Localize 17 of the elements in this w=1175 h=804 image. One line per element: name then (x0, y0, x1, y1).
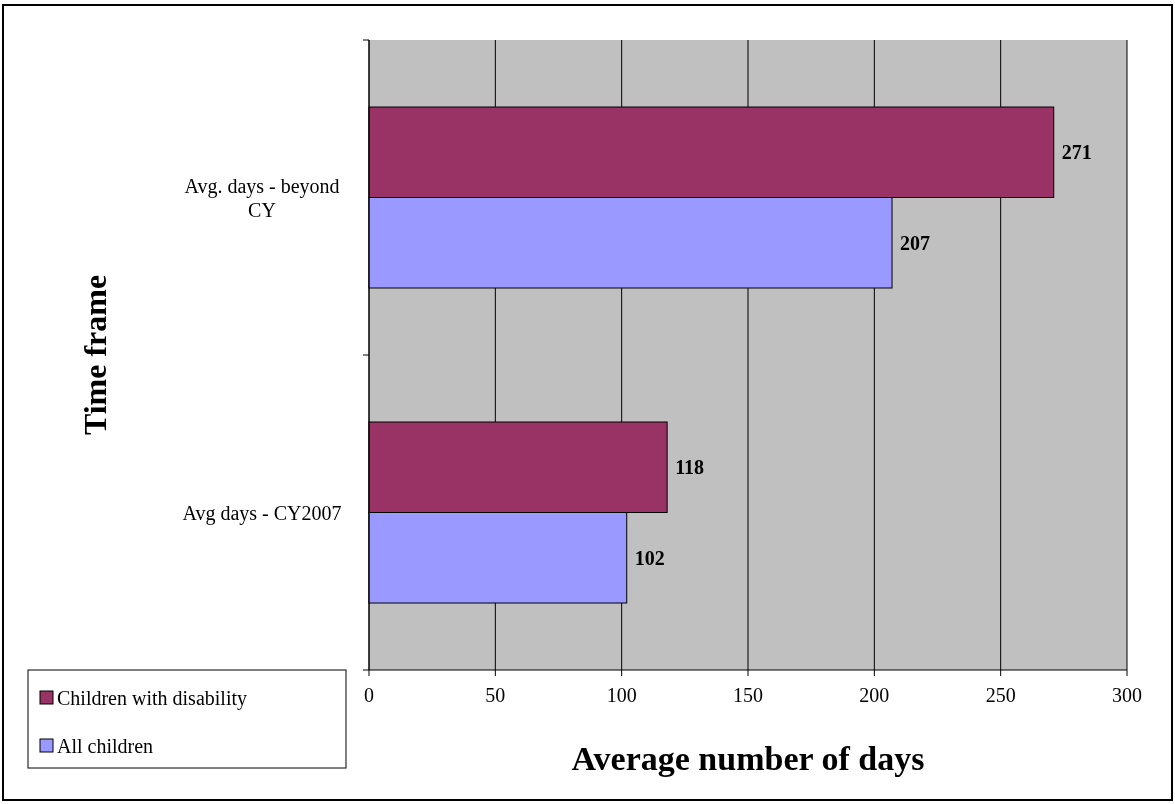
x-axis-title: Average number of days (571, 740, 925, 777)
y-tick-label: Avg days - CY2007 (182, 501, 342, 525)
legend-label: Children with disability (57, 687, 247, 710)
data-label: 207 (900, 231, 931, 254)
x-tick-label: 150 (733, 684, 763, 706)
x-tick-label: 250 (985, 684, 1016, 706)
legend-label: All children (57, 735, 154, 757)
y-tick-label: Avg. days - beyond CY (184, 174, 340, 221)
y-axis-title: Time frame (77, 274, 113, 436)
x-tick-label: 300 (1112, 684, 1142, 706)
data-label: 102 (634, 546, 665, 569)
x-tick-label: 200 (859, 684, 890, 706)
x-tick-label: 0 (364, 684, 374, 706)
data-label: 271 (1061, 141, 1092, 164)
x-tick-label: 50 (485, 684, 506, 706)
x-tick-label: 100 (606, 684, 637, 706)
data-label: 118 (675, 456, 705, 479)
